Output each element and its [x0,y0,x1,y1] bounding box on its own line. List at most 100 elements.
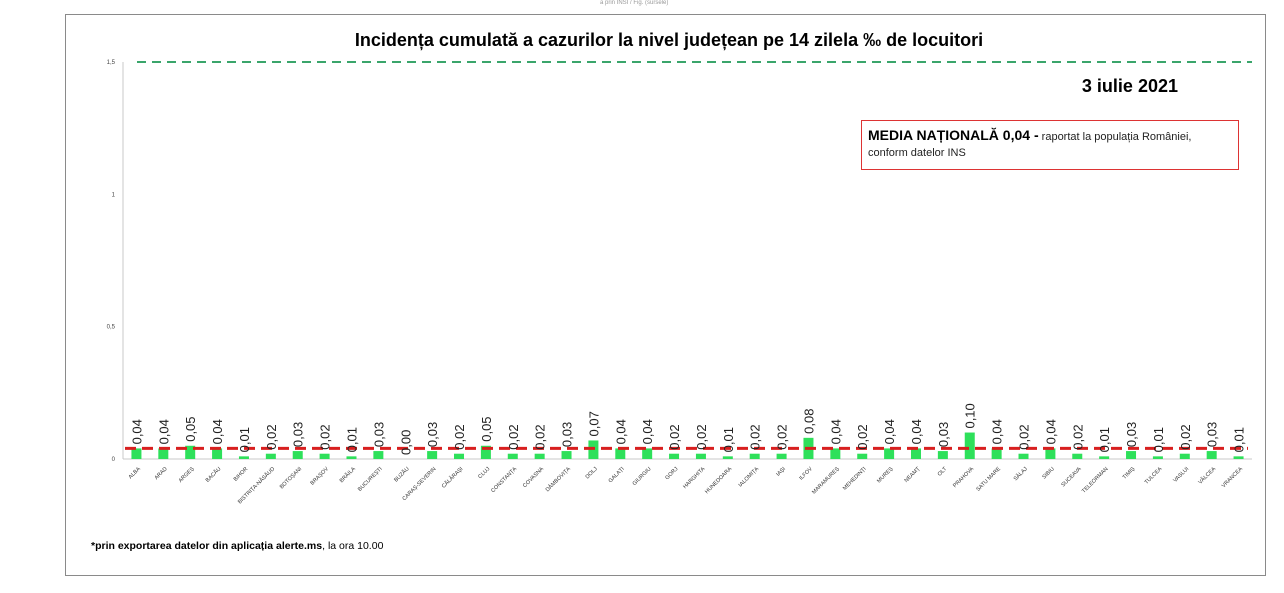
bar [427,451,438,459]
category-label: CONSTANȚA [490,466,518,494]
bar [1099,456,1110,459]
bar [857,453,868,459]
category-label: NEAMȚ [904,466,922,484]
bar [991,448,1002,459]
category-label: HUNEDOARA [704,466,733,495]
footnote-suffix: , la ora 10.00 [322,540,384,552]
bar [480,445,491,459]
bar-value-label: 0,04 [156,419,171,444]
category-label: GIURGIU [632,466,653,487]
category-label: BACĂU [204,465,222,483]
bar-value-label: 0,02 [775,424,790,449]
bar-value-label: 0,04 [1043,419,1058,444]
bar-value-label: 0,01 [344,427,359,452]
bar-value-label: 0,04 [129,419,144,444]
bar-value-label: 0,04 [882,419,897,444]
bar-value-label: 0,04 [640,419,655,444]
y-tick-label: 1 [112,192,116,198]
chart-date-label: 3 iulie 2021 [1082,76,1178,96]
national-average-source: conform datelor INS [868,147,966,159]
bar [561,451,572,459]
y-tick-label: 0,5 [107,325,116,331]
bar [910,448,921,459]
bar-value-label: 0,02 [533,424,548,449]
bar-value-label: 0,02 [748,424,763,449]
category-label: GALAȚI [608,466,626,484]
bar [1018,453,1029,459]
bar-value-label: 0,03 [291,422,306,447]
bar [669,453,680,459]
bar [507,453,518,459]
bar [1206,451,1217,459]
category-label: BRĂILA [338,465,357,484]
bar-value-label: 0,02 [855,424,870,449]
bar [964,432,975,459]
bar-value-label: 0,04 [828,419,843,444]
bar [830,448,841,459]
category-label: BRAȘOV [310,466,331,487]
bar-value-label: 0,02 [1070,424,1085,449]
category-label: TELEORMAN [1081,466,1109,494]
category-label: SĂLAJ [1012,465,1029,482]
category-label: ALBA [128,466,142,480]
bar [749,453,760,459]
y-axis: 0 0,5 1 1,5 [107,60,1252,463]
bar-value-label: 0,04 [909,419,924,444]
footnote: *prin exportarea datelor din aplicația a… [91,540,383,552]
category-label: VRANCEA [1221,466,1244,489]
y-tick-label: 0 [112,457,116,463]
category-label: COVASNA [522,466,545,489]
chart-title: Incidența cumulată a cazurilor la nivel … [355,30,983,50]
category-label: CLUJ [477,466,491,480]
bar-value-label: 0,04 [613,419,628,444]
bar [185,445,196,459]
y-tick-label: 1,5 [107,60,116,66]
bar-value-label: 0,07 [586,411,601,436]
bar [1179,453,1190,459]
bar-value-label: 0,03 [560,422,575,447]
bar [884,448,895,459]
bar-value-label: 0,00 [398,430,413,455]
bar-value-label: 0,03 [1205,422,1220,447]
bar-value-label: 0,01 [1097,427,1112,452]
bar-value-label: 0,01 [237,427,252,452]
bar-value-label: 0,03 [371,422,386,447]
category-label: TULCEA [1144,466,1164,486]
bar-value-label: 0,03 [425,422,440,447]
category-label: BOTOȘANI [279,466,304,491]
bar [131,448,142,459]
category-label: SIBIU [1041,466,1055,480]
data-labels: 0,04 0,04 0,05 0,04 0,01 0,02 0,03 0,02 0,01 0,03… [129,403,1246,455]
category-label: IAȘI [775,466,787,478]
national-average-box: MEDIA NAȚIONALĂ 0,04 - raportat la popul… [861,120,1239,170]
bar [722,456,733,459]
bar-value-label: 0,02 [1178,424,1193,449]
category-label: DOLJ [585,466,599,480]
footnote-source-app: alerte.ms [275,540,323,552]
category-label: ARAD [154,466,169,481]
bar [319,453,330,459]
bar [454,453,465,459]
bar-value-label: 0,03 [936,422,951,447]
bar [1233,456,1244,459]
bar [1126,451,1137,459]
national-average-text: raportat la populația României, [1038,131,1192,143]
bar-value-label: 0,08 [801,409,816,434]
category-label: VÂLCEA [1197,465,1218,486]
top-caption: a prin INSI / Fig. (sursele) [600,0,669,6]
bar-value-label: 0,04 [210,419,225,444]
category-label: ARGEȘ [178,466,196,484]
bar-value-label: 0,02 [264,424,279,449]
bar-value-label: 0,02 [506,424,521,449]
category-label: VASLUI [1172,466,1190,484]
bar-value-label: 0,04 [990,419,1005,444]
bar [158,448,169,459]
category-label: CĂLĂRAȘI [440,465,465,490]
category-label: OLT [937,466,949,478]
category-label: BIHOR [233,466,250,483]
bar-value-label: 0,02 [318,424,333,449]
chart-frame [65,14,1266,576]
bar [292,451,303,459]
